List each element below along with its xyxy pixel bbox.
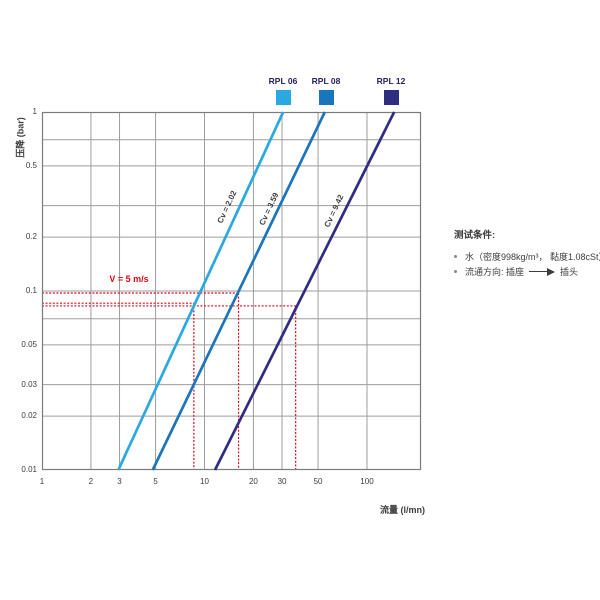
legend-item-rpl-06: RPL 06 — [260, 77, 306, 105]
bullet-icon — [454, 270, 457, 273]
condition-item-flow-direction: 流通方向: 插座 插头 — [454, 264, 600, 279]
x-tick-label-3: 3 — [117, 477, 122, 486]
conditions-title: 测试条件: — [454, 230, 496, 241]
y-tick-label-0.1: 0.1 — [25, 286, 37, 295]
condition-text: 水（密度998kg/m³， 黏度1.08cSt） — [465, 252, 600, 262]
y-tick-label-0.05: 0.05 — [21, 339, 37, 349]
legend-swatch-rpl-06-icon — [275, 89, 291, 105]
x-tick-label-30: 30 — [277, 477, 287, 486]
condition-text: 插头 — [560, 267, 579, 277]
y-tick-label-0.02: 0.02 — [21, 411, 37, 421]
bullet-icon — [454, 255, 457, 258]
legend-swatch-rpl-12-icon — [383, 89, 399, 105]
velocity-annotation-label: V = 5 m/s — [109, 274, 149, 284]
y-tick-label-1: 1 — [32, 107, 37, 116]
x-tick-label-5: 5 — [153, 477, 158, 486]
y-axis-label: 压降 (bar) — [15, 117, 26, 158]
y-tick-label-0.5: 0.5 — [25, 160, 37, 170]
x-tick-label-20: 20 — [248, 477, 258, 486]
condition-item-water: 水（密度998kg/m³， 黏度1.08cSt） — [454, 249, 600, 264]
curve-rpl-06 — [117, 111, 285, 471]
x-tick-label-2: 2 — [88, 477, 94, 486]
curve-rpl-12 — [213, 111, 396, 471]
x-tick-label-50: 50 — [313, 477, 323, 486]
arrow-right-icon — [529, 267, 556, 276]
y-tick-label-0.2: 0.2 — [25, 232, 37, 242]
legend-label: RPL 08 — [311, 76, 341, 86]
y-tick-label-0.01: 0.01 — [21, 465, 37, 474]
curve-rpl-08 — [151, 111, 327, 471]
plot-svg — [41, 111, 422, 471]
x-axis-label: 流量 (l/mn) — [380, 505, 425, 515]
condition-text: 流通方向: 插座 — [465, 267, 525, 277]
x-tick-label-100: 100 — [360, 477, 374, 486]
legend-label: RPL 12 — [376, 76, 406, 86]
conditions-panel: 测试条件: 水（密度998kg/m³， 黏度1.08cSt） 流通方向: 插座 … — [454, 227, 600, 279]
legend-item-rpl-12: RPL 12 — [368, 77, 414, 105]
legend-swatch-rpl-08-icon — [318, 89, 334, 105]
legend-item-rpl-08: RPL 08 — [303, 77, 349, 105]
x-tick-label-1: 1 — [39, 477, 45, 486]
plot-frame — [41, 111, 422, 471]
x-tick-label-10: 10 — [200, 477, 209, 486]
y-tick-label-0.03: 0.03 — [21, 379, 37, 389]
legend-label: RPL 06 — [268, 76, 298, 86]
